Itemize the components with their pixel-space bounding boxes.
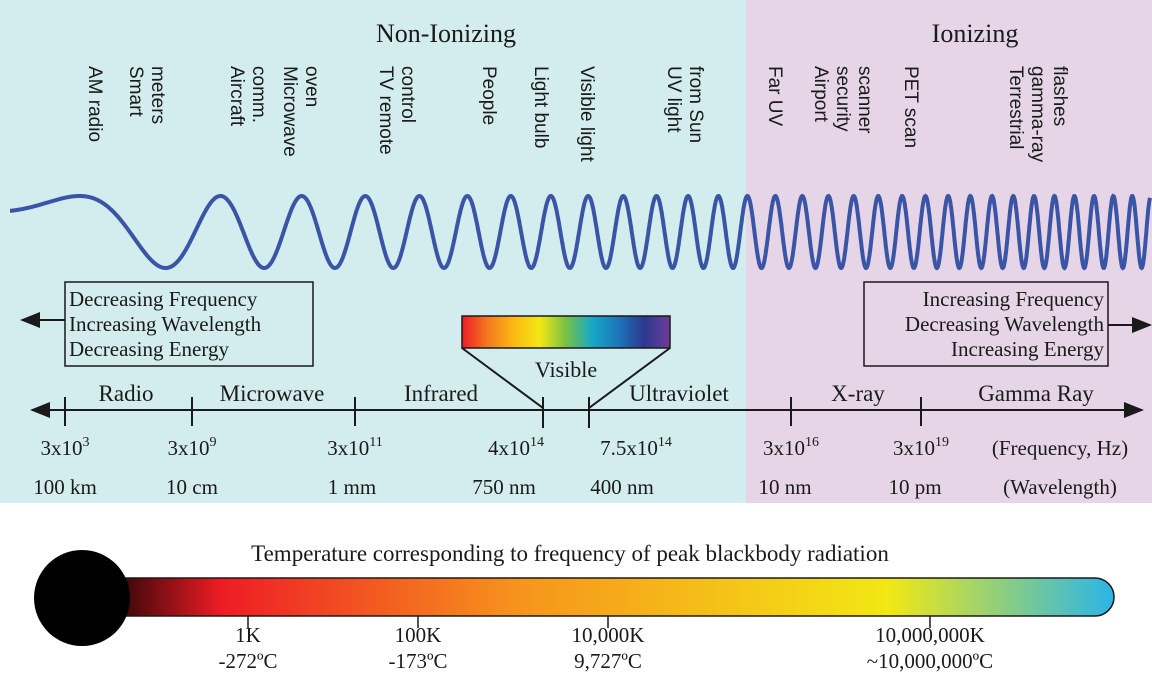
frequency-label: 3x1019 (893, 435, 949, 460)
source-label: TV remote control (375, 66, 418, 155)
wavelength-labels: 100 km 10 cm 1 mm 750 nm 400 nm 10 nm 10 pm (33, 475, 941, 499)
source-label-line: flashes (1049, 66, 1070, 126)
frequency-label: 3x103 (41, 435, 90, 460)
visible-label: Visible (535, 357, 597, 382)
source-label: Terrestrial gamma-ray flashes (1005, 66, 1070, 163)
frequency-label: 7.5x1014 (600, 435, 672, 460)
source-label-line: People (478, 66, 499, 125)
frequency-label: 3x1016 (763, 435, 819, 460)
source-label: Airport security scanner (810, 66, 875, 134)
temperature-celsius: ~10,000,000ºC (867, 649, 993, 673)
frequency-label: 3x1011 (327, 435, 382, 460)
source-label: Microwave oven (279, 66, 322, 157)
frequency-label: 3x109 (168, 435, 217, 460)
non-ionizing-title: Non-Ionizing (376, 19, 516, 48)
left-info-box: Decreasing Frequency Increasing Waveleng… (20, 281, 314, 367)
wavelength-label: 10 pm (888, 475, 941, 499)
visible-color-bar (461, 315, 671, 349)
source-label-line: Light bulb (530, 66, 551, 148)
source-label-line: Aircraft (226, 66, 247, 127)
axis-ticks (64, 397, 922, 426)
band-label: X-ray (831, 381, 885, 406)
wavelength-label: 10 cm (166, 475, 218, 499)
band-label: Infrared (404, 381, 479, 406)
source-label-line: Far UV (764, 66, 785, 127)
ionizing-title: Ionizing (932, 19, 1019, 48)
source-label-line: meters (147, 66, 168, 124)
wavelength-label: 100 km (33, 475, 97, 499)
left-box-line-1: Decreasing Frequency (69, 287, 258, 311)
non-ionizing-region (0, 0, 746, 503)
band-labels: Radio Microwave Infrared Ultraviolet X-ray Ga… (99, 381, 1095, 406)
source-label-line: oven (301, 66, 322, 107)
wavelength-label: 1 mm (328, 475, 376, 499)
source-label-line: Visible light (576, 66, 597, 162)
temperature-celsius: 9,727ºC (574, 649, 642, 673)
temperature-kelvin: 1K (235, 623, 261, 647)
source-label: Smart meters (125, 66, 168, 124)
wavelength-label: 750 nm (472, 475, 536, 499)
frequency-labels: 3x103 3x109 3x1011 4x1014 7.5x1014 3x1016 3x10… (41, 435, 950, 460)
band-label: Radio (99, 381, 154, 406)
wavelength-unit: (Wavelength) (1003, 475, 1117, 499)
source-label: Aircraft comm. (226, 66, 269, 127)
source-label-line: Microwave (279, 66, 300, 157)
source-label-line: from Sun (685, 66, 706, 143)
source-label-line: control (397, 66, 418, 123)
left-box-line-3: Decreasing Energy (69, 337, 229, 361)
source-label: PET scan (900, 66, 921, 148)
thermometer-bulb (34, 550, 130, 646)
source-label-line: UV light (663, 66, 684, 133)
source-label-line: Airport (810, 66, 831, 123)
source-label-line: Terrestrial (1005, 66, 1026, 149)
temperature-kelvin: 10,000K (572, 623, 645, 647)
wavelength-label: 400 nm (590, 475, 654, 499)
right-box-line-3: Increasing Energy (951, 337, 1104, 361)
source-label: AM radio (84, 66, 105, 142)
temperature-kelvin: 10,000,000K (875, 623, 985, 647)
source-labels: AM radio Smart meters Aircraft comm. Microwav… (84, 66, 1070, 163)
thermometer (34, 550, 1115, 646)
source-label-line: Smart (125, 66, 146, 117)
frequency-label: 4x1014 (488, 435, 544, 460)
ionizing-region (746, 0, 1152, 503)
right-box-line-2: Decreasing Wavelength (905, 312, 1105, 336)
source-label: Light bulb (530, 66, 551, 148)
right-box-line-1: Increasing Frequency (923, 287, 1105, 311)
source-label: People (478, 66, 499, 125)
wavelength-label: 10 nm (758, 475, 811, 499)
source-label-line: PET scan (900, 66, 921, 148)
source-label-line: security (832, 66, 853, 132)
source-label-line: comm. (248, 66, 269, 123)
band-label: Gamma Ray (978, 381, 1094, 406)
source-label-line: gamma-ray (1027, 66, 1048, 163)
source-label: UV light from Sun (663, 66, 706, 143)
source-label-line: AM radio (84, 66, 105, 142)
em-wave (10, 193, 1152, 271)
temperature-kelvin: 100K (395, 623, 442, 647)
temperature-celsius: -173ºC (388, 649, 447, 673)
source-label-line: TV remote (375, 66, 396, 155)
temperature-title: Temperature corresponding to frequency o… (251, 541, 889, 566)
left-box-line-2: Increasing Wavelength (69, 312, 262, 336)
temperature-celsius: -272ºC (218, 649, 277, 673)
frequency-unit: (Frequency, Hz) (992, 436, 1128, 460)
source-label: Far UV (764, 66, 785, 127)
thermometer-bar (87, 577, 1115, 617)
source-label-line: scanner (854, 66, 875, 134)
band-label: Microwave (220, 381, 325, 406)
band-label: Ultraviolet (629, 381, 729, 406)
source-label: Visible light (576, 66, 597, 162)
right-info-box: Increasing Frequency Decreasing Waveleng… (863, 281, 1152, 367)
